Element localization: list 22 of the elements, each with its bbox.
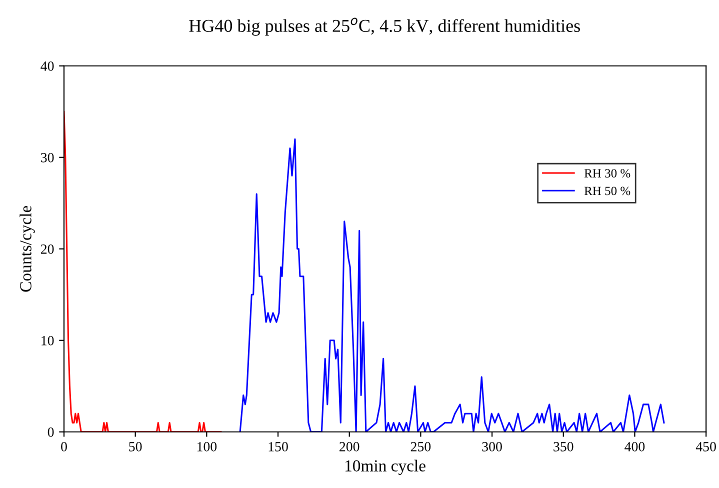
x-tick-label: 250 (410, 442, 431, 452)
x-tick-label: 50 (129, 442, 142, 452)
x-tick-label: 0 (61, 442, 67, 452)
x-axis-title: 10min cycle (346, 460, 426, 475)
x-tick-label: 100 (197, 442, 217, 452)
x-tick-label: 350 (554, 442, 574, 452)
x-tick-label: 450 (696, 442, 716, 452)
x-tick-label: 400 (624, 442, 645, 452)
chart-title: HG40 big pulses at 25$^{o}$C, 4.5 kV, different humidities (189, 18, 580, 36)
y-tick-label: 0 (48, 427, 54, 437)
x-tick-label: 150 (268, 442, 288, 452)
y-tick-label: 20 (40, 244, 54, 254)
y-tick-label: 40 (40, 61, 54, 71)
y-axis-title: Counts/cycle (20, 206, 35, 292)
legend-label: RH 30 % (584, 169, 630, 178)
line-series (239, 138, 665, 432)
x-tick-label: 200 (340, 442, 360, 452)
line-series (64, 110, 222, 432)
legend-label: RH 50 % (584, 186, 630, 196)
y-tick-label: 30 (41, 152, 54, 162)
x-tick-label: 300 (482, 442, 502, 452)
y-tick-label: 10 (42, 336, 54, 346)
